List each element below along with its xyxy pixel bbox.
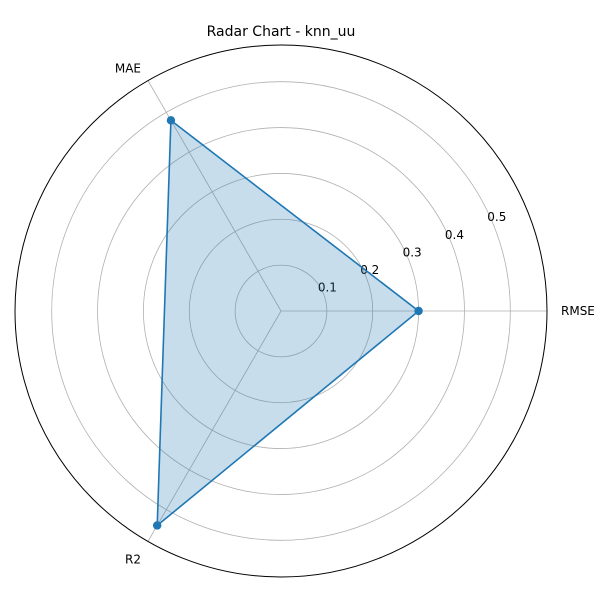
data-point-r2 xyxy=(152,521,162,530)
chart-title: Radar Chart - knn_uu xyxy=(207,24,356,40)
axis-label-mae: MAE xyxy=(115,62,141,76)
r-tick-label: 0.5 xyxy=(487,210,506,224)
r-tick-label: 0.1 xyxy=(318,280,337,294)
r-tick-label: 0.4 xyxy=(445,228,464,242)
axis-label-rmse: RMSE xyxy=(561,304,595,318)
series-line xyxy=(156,119,420,527)
data-point-rmse xyxy=(414,306,423,316)
axis-label-r2: R2 xyxy=(125,552,141,566)
polar-spine xyxy=(14,44,548,578)
series-fill xyxy=(157,120,419,526)
grid-spoke xyxy=(147,310,282,542)
data-point-mae xyxy=(166,116,176,125)
r-tick-label: 0.2 xyxy=(360,263,379,277)
r-tick-label: 0.3 xyxy=(403,245,422,259)
